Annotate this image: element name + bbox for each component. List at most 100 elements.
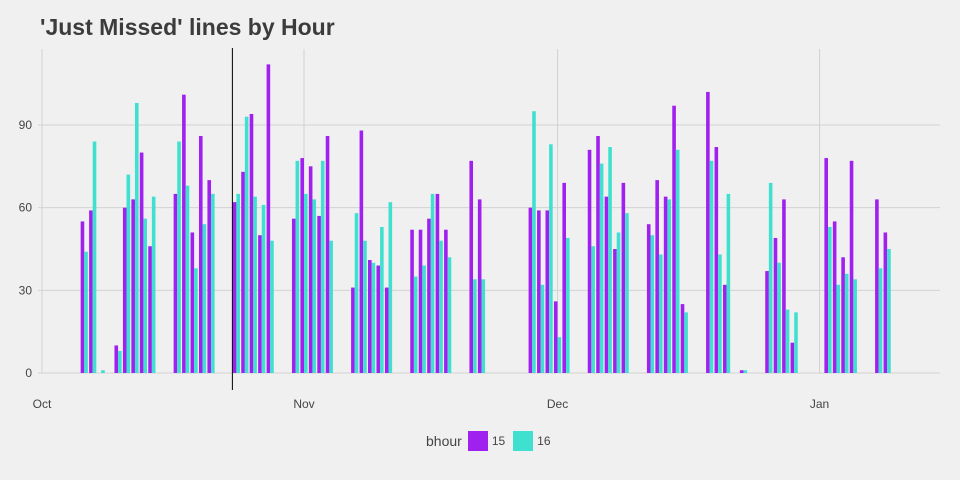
bar-15 — [655, 180, 659, 373]
chart-title: 'Just Missed' lines by Hour — [40, 14, 335, 40]
bar-15 — [790, 342, 795, 373]
bar-15 — [587, 149, 592, 373]
bar-15 — [849, 160, 854, 373]
bar-15 — [875, 199, 879, 373]
bar-15 — [131, 199, 135, 373]
bar-15 — [232, 202, 237, 373]
bar-16 — [540, 284, 545, 373]
bar-16 — [211, 193, 215, 373]
bar-15 — [621, 182, 626, 373]
bar-15 — [596, 136, 600, 373]
bar-16 — [371, 262, 376, 373]
bar-16 — [143, 218, 148, 373]
bar-16 — [768, 182, 773, 373]
bar-15 — [325, 136, 330, 373]
bar-16 — [439, 240, 443, 373]
bar-16 — [557, 337, 562, 373]
bar-15 — [646, 224, 651, 373]
bar-15 — [469, 160, 474, 373]
bar-16 — [625, 213, 629, 373]
bar-16 — [134, 102, 139, 374]
bar-15 — [680, 304, 685, 373]
bar-15 — [368, 260, 372, 373]
x-tick-label: Dec — [547, 397, 568, 411]
bar-15 — [435, 193, 440, 373]
bar-15 — [773, 237, 778, 373]
bar-16 — [794, 312, 798, 373]
bar-16 — [253, 196, 257, 373]
bar-15 — [444, 229, 448, 373]
bar-16 — [126, 174, 131, 373]
legend: bhour 15 16 — [426, 431, 559, 451]
legend-label-16: 16 — [537, 434, 551, 448]
legend-swatch-15 — [467, 431, 488, 451]
bar-15 — [883, 232, 888, 373]
bar-15 — [148, 246, 152, 373]
legend-label-15: 15 — [491, 434, 506, 448]
bar-15 — [477, 199, 482, 373]
bar-15 — [562, 182, 566, 373]
bar-16 — [718, 254, 722, 373]
bar-16 — [312, 199, 317, 373]
bar-15 — [249, 113, 254, 373]
bar-16 — [422, 265, 426, 373]
bar-15 — [765, 271, 769, 373]
bar-16 — [608, 147, 612, 373]
bar-15 — [317, 215, 321, 373]
bar-15 — [672, 105, 676, 374]
bar-16 — [151, 196, 156, 373]
bar-15 — [427, 218, 431, 373]
bar-15 — [739, 370, 744, 373]
bar-15 — [173, 193, 178, 373]
bar-15 — [545, 210, 550, 373]
bar-15 — [782, 199, 786, 373]
bar-16 — [709, 160, 714, 373]
bar-15 — [824, 158, 828, 373]
bar-15 — [832, 221, 837, 373]
bar-15 — [376, 265, 381, 373]
bar-15 — [359, 130, 364, 373]
bar-16 — [473, 279, 477, 373]
bar-16 — [532, 111, 536, 373]
bar-16 — [684, 312, 688, 373]
bar-15 — [351, 287, 355, 373]
bar-16 — [650, 235, 655, 373]
bar-16 — [118, 350, 122, 373]
bar-16 — [84, 251, 88, 373]
bar-15 — [841, 257, 845, 373]
y-tick-label: 30 — [19, 283, 33, 297]
bar-16 — [591, 246, 595, 373]
bar-15 — [308, 166, 313, 373]
bar-15 — [537, 210, 541, 373]
bar-16 — [549, 144, 553, 373]
bar-16 — [363, 240, 367, 373]
bar-16 — [599, 163, 604, 373]
bar-16 — [185, 185, 190, 373]
bar-16 — [304, 193, 308, 373]
bar-16 — [785, 309, 790, 373]
bar-15 — [80, 221, 85, 373]
bar-16 — [320, 160, 325, 373]
bar-chart: 0 30 60 90 Oct Nov Dec Jan — [19, 48, 940, 411]
bar-16 — [261, 204, 266, 373]
bar-15 — [410, 229, 414, 373]
bar-15 — [266, 64, 271, 373]
bar-16 — [236, 193, 240, 373]
bar-16 — [244, 116, 249, 373]
bar-16 — [202, 224, 207, 373]
bar-16 — [853, 279, 857, 373]
y-tick-label: 90 — [19, 118, 33, 132]
bar-16 — [354, 213, 359, 373]
bar-16 — [481, 279, 486, 373]
x-tick-label: Oct — [33, 397, 52, 411]
bar-15 — [300, 158, 304, 373]
bar-15 — [291, 218, 296, 373]
bar-16 — [270, 240, 274, 373]
bar-16 — [828, 226, 832, 373]
bar-16 — [413, 276, 418, 373]
bar-16 — [616, 232, 621, 373]
bar-16 — [295, 160, 300, 373]
bar-15 — [714, 147, 719, 373]
bar-15 — [384, 287, 389, 373]
bar-15 — [139, 152, 144, 373]
